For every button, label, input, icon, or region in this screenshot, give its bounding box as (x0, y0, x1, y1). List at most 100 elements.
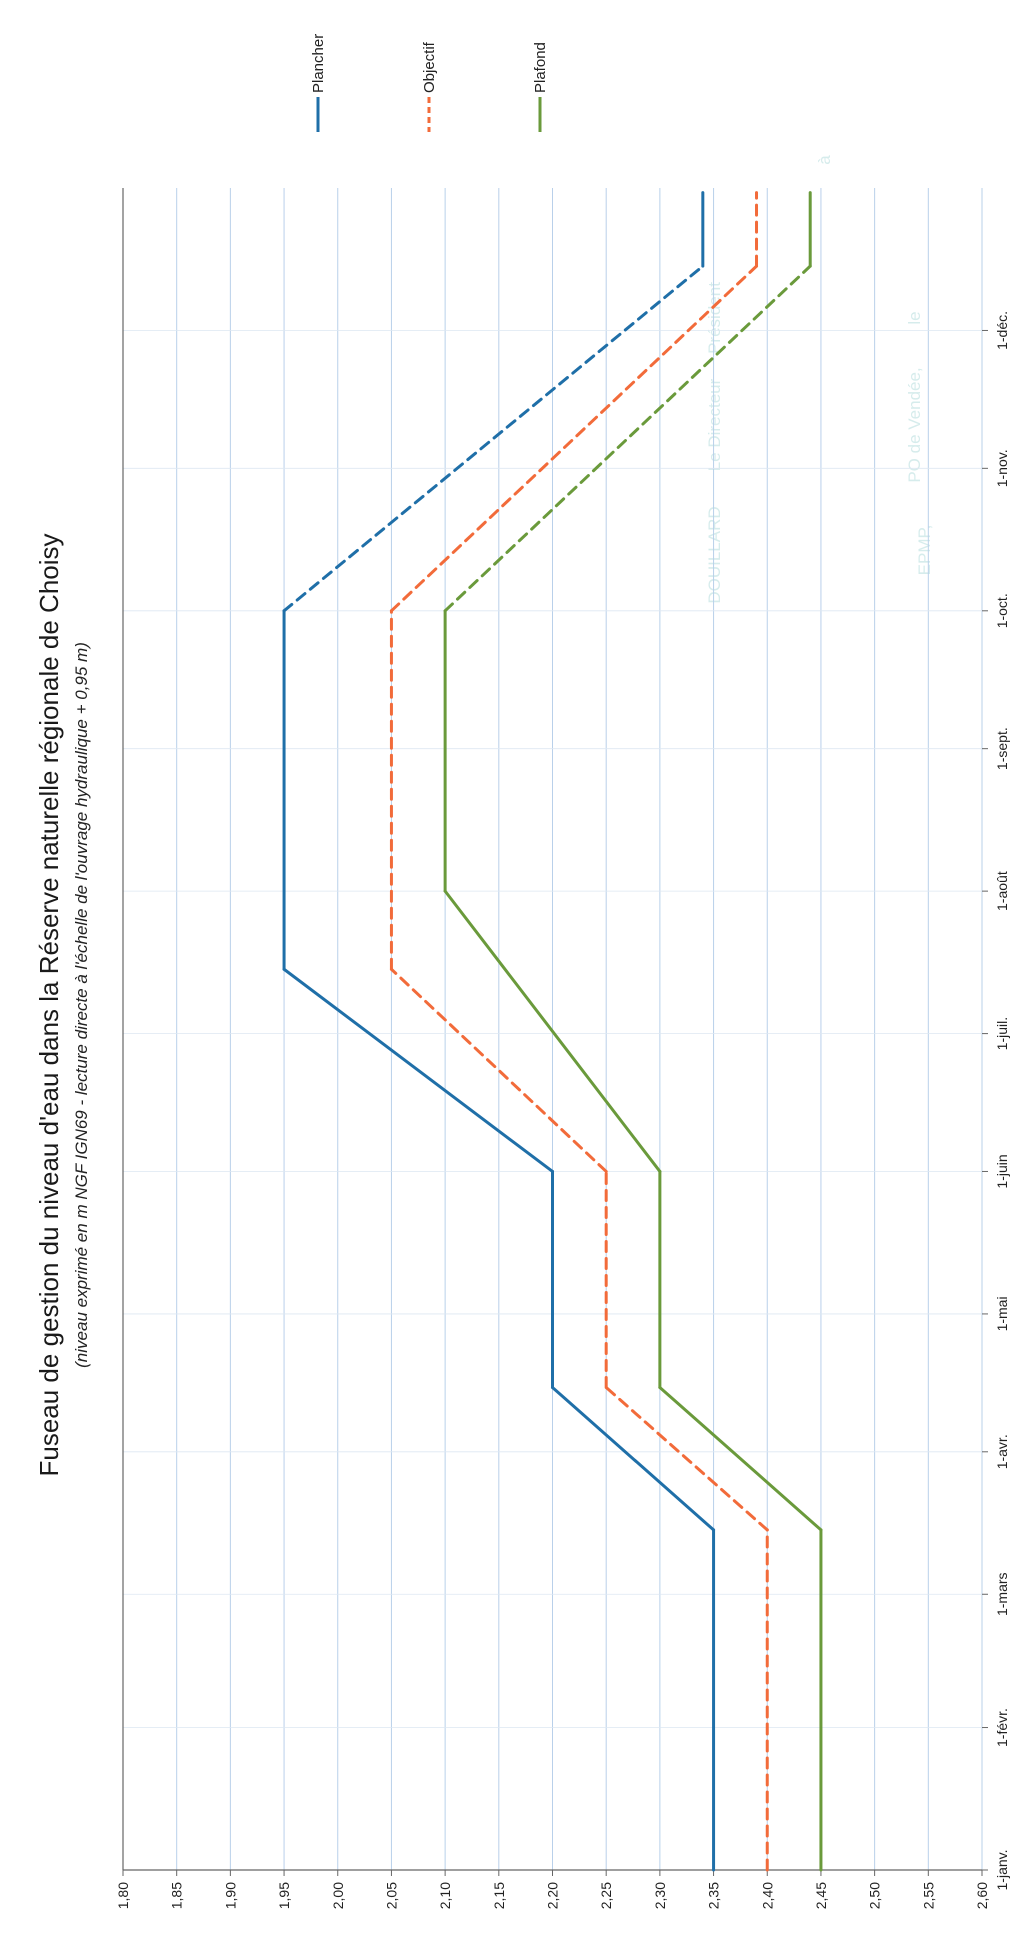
bleed-through-label: Le Directeur (705, 378, 724, 471)
legend-label: Objectif (421, 41, 438, 93)
y-tick-group: 1,85 (169, 1882, 185, 1909)
y-tick-label: 2,20 (545, 1882, 561, 1909)
y-tick-group: 2,55 (920, 1882, 936, 1909)
series-segment (443, 264, 812, 613)
y-tick-label: 1,80 (115, 1882, 131, 1909)
x-tick-group: 1-févr. (994, 1708, 1010, 1747)
x-tick-group: 1-mai (994, 1296, 1010, 1331)
x-axis-ticks: 1-janv. 1-févr. 1-mars 1-avr. 1-mai 1-juin 1-j… (982, 311, 1010, 1890)
x-tick-group: 1-juil. (994, 1017, 1010, 1050)
series-segment (282, 967, 554, 1173)
legend-label: Plafond (532, 42, 549, 93)
series-plafond (443, 191, 823, 1872)
x-tick-group: 1-déc. (994, 311, 1010, 350)
y-tick-group: 2,20 (545, 1882, 561, 1909)
series-plancher (282, 191, 716, 1872)
chart-subtitle: (niveau exprimé en m NGF IGN69 - lecture… (72, 642, 91, 1368)
chart-title: Fuseau de gestion du niveau d'eau dans l… (34, 533, 64, 1476)
bleed-through-text: EPMP, (915, 525, 934, 576)
y-tick-group: 2,45 (813, 1882, 829, 1909)
x-tick-label: 1-nov. (994, 449, 1010, 487)
bleed-through-text: le (905, 311, 924, 324)
bleed-through-text: PO de Vendée, (905, 367, 924, 482)
y-tick-label: 2,45 (813, 1882, 829, 1909)
y-tick-label: 2,40 (759, 1882, 775, 1909)
y-tick-group: 2,25 (598, 1882, 614, 1909)
y-tick-label: 2,15 (491, 1882, 507, 1909)
legend-label-group: Plancher (310, 34, 327, 93)
legend-label-group: Plafond (532, 42, 549, 93)
bleed-through-text: DOUILLARD (705, 506, 724, 603)
x-tick-label: 1-mai (994, 1296, 1010, 1331)
series-segment (389, 967, 608, 1173)
x-tick-group: 1-mars (994, 1572, 1010, 1616)
y-tick-label: 2,35 (706, 1882, 722, 1909)
background-bleed-through-text: à le PO de Vendée, EPMP, Président Le Directe… (705, 155, 934, 604)
x-tick-label: 1-avr. (994, 1434, 1010, 1469)
series-segment (604, 1385, 769, 1532)
x-tick-label: 1-févr. (994, 1708, 1010, 1747)
y-tick-group: 1,80 (115, 1882, 131, 1909)
bleed-through-label: EPMP, (915, 525, 934, 576)
legend-item-plancher: Plancher (310, 34, 327, 132)
x-tick-label: 1-oct. (994, 593, 1010, 628)
y-tick-group: 2,35 (706, 1882, 722, 1909)
legend-label-group: Objectif (421, 41, 438, 93)
y-tick-group: 2,60 (974, 1882, 990, 1909)
x-tick-group: 1-oct. (994, 593, 1010, 628)
x-tick-group: 1-avr. (994, 1434, 1010, 1469)
y-tick-group: 1,90 (222, 1882, 238, 1909)
title-group: Fuseau de gestion du niveau d'eau dans l… (34, 533, 64, 1476)
bleed-through-label: PO de Vendée, (905, 367, 924, 482)
series-lines (282, 191, 823, 1872)
y-tick-group: 2,30 (652, 1882, 668, 1909)
y-tick-group: 2,40 (759, 1882, 775, 1909)
series-objectif (389, 191, 769, 1872)
bleed-through-label: le (905, 311, 924, 324)
x-tick-label: 1-mars (994, 1572, 1010, 1616)
y-tick-group: 1,95 (276, 1882, 292, 1909)
series-segment (658, 1385, 823, 1532)
bleed-through-label: Président (705, 282, 724, 354)
x-tick-label: 1-juil. (994, 1017, 1010, 1050)
y-tick-group: 2,10 (437, 1882, 453, 1909)
series-segment (282, 264, 705, 613)
y-tick-group: 2,05 (383, 1882, 399, 1909)
legend: Plancher Objectif Plafond (310, 34, 549, 132)
x-tick-label: 1-janv. (994, 1850, 1010, 1891)
bleed-through-label: DOUILLARD (705, 506, 724, 603)
y-tick-label: 2,55 (920, 1882, 936, 1909)
y-tick-group: 2,15 (491, 1882, 507, 1909)
x-tick-label: 1-sept. (994, 727, 1010, 770)
y-tick-label: 2,30 (652, 1882, 668, 1909)
y-tick-label: 2,00 (330, 1882, 346, 1909)
y-tick-label: 2,25 (598, 1882, 614, 1909)
x-tick-group: 1-août (994, 871, 1010, 911)
x-tick-group: 1-nov. (994, 449, 1010, 487)
legend-item-plafond: Plafond (532, 42, 549, 132)
x-tick-group: 1-juin (994, 1154, 1010, 1188)
x-tick-group: 1-janv. (994, 1850, 1010, 1891)
y-axis-ticks: 1,80 1,85 1,90 1,95 2,00 2,05 2,10 2,15 2,20 2,25… (115, 1870, 990, 1909)
legend-item-objectif: Objectif (421, 41, 438, 132)
bleed-through-text: Le Directeur (705, 378, 724, 471)
x-tick-label: 1-déc. (994, 311, 1010, 350)
series-segment (551, 1385, 716, 1532)
y-tick-group: 2,00 (330, 1882, 346, 1909)
axes: 1-janv. 1-févr. 1-mars 1-avr. 1-mai 1-juin 1-j… (115, 188, 1010, 1909)
bleed-through-text: à (815, 155, 834, 165)
y-tick-group: 2,50 (867, 1882, 883, 1909)
series-segment (389, 264, 759, 613)
subtitle-group: (niveau exprimé en m NGF IGN69 - lecture… (72, 642, 91, 1368)
y-tick-label: 2,60 (974, 1882, 990, 1909)
y-tick-label: 1,85 (169, 1882, 185, 1909)
y-tick-label: 1,95 (276, 1882, 292, 1909)
legend-label: Plancher (310, 34, 327, 93)
bleed-through-text: Président (705, 282, 724, 354)
bleed-through-label: à (815, 155, 834, 165)
series-segment (443, 889, 662, 1173)
x-tick-label: 1-juin (994, 1154, 1010, 1188)
x-tick-label: 1-août (994, 871, 1010, 911)
x-tick-group: 1-sept. (994, 727, 1010, 770)
